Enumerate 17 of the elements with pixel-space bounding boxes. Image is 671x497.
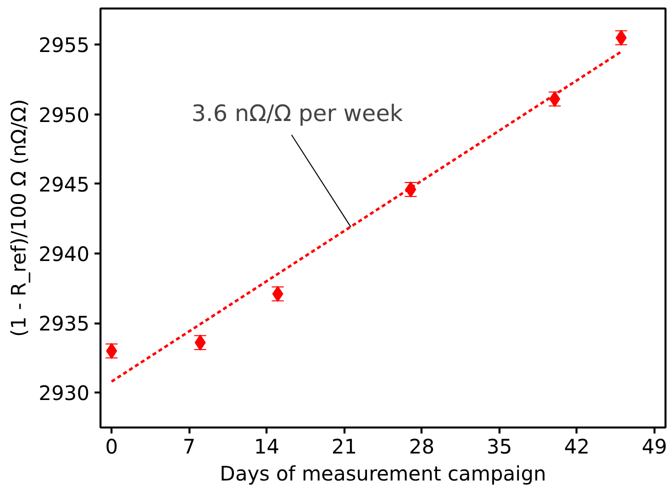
x-tick-label: 0 bbox=[105, 434, 118, 458]
x-tick-label: 42 bbox=[564, 434, 590, 458]
x-tick-label: 14 bbox=[254, 434, 280, 458]
y-tick-label: 2955 bbox=[38, 33, 90, 58]
y-tick-label: 2950 bbox=[38, 102, 90, 127]
x-tick-label: 35 bbox=[486, 434, 512, 458]
y-axis-title: (1 - R_ref)/100 Ω (nΩ/Ω) bbox=[6, 99, 31, 337]
y-tick-label: 2935 bbox=[38, 312, 90, 336]
x-tick-label: 49 bbox=[642, 434, 668, 458]
annotation: 3.6 nΩ/Ω per week bbox=[191, 100, 404, 127]
y-tick-label: 2945 bbox=[38, 172, 90, 196]
y-tick-label: 2940 bbox=[38, 242, 90, 266]
x-tick-label: 21 bbox=[332, 434, 357, 458]
x-tick-label: 28 bbox=[409, 434, 435, 458]
x-tick-label: 7 bbox=[182, 434, 196, 458]
y-tick-label: 2930 bbox=[38, 381, 90, 406]
x-axis-title: Days of measurement campaign bbox=[220, 462, 546, 486]
